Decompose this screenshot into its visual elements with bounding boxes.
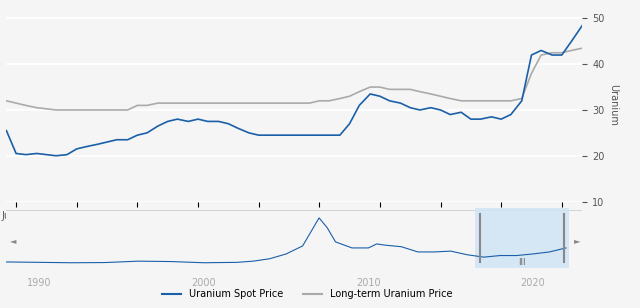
Text: III: III: [518, 258, 526, 267]
Bar: [476, 208, 569, 268]
Text: ◄: ◄: [10, 237, 16, 245]
Text: ►: ►: [574, 237, 580, 245]
Legend: Uranium Spot Price, Long-term Uranium Price: Uranium Spot Price, Long-term Uranium Pr…: [158, 285, 456, 303]
Y-axis label: Uranium: Uranium: [609, 84, 618, 126]
